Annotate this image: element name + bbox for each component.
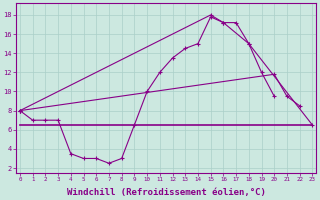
X-axis label: Windchill (Refroidissement éolien,°C): Windchill (Refroidissement éolien,°C) <box>67 188 266 197</box>
